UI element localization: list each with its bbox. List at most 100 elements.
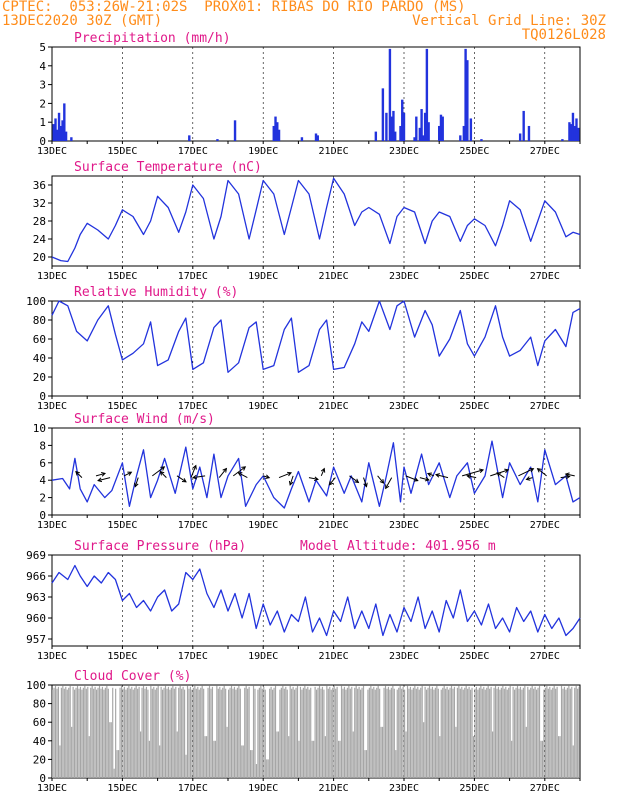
cloud-bar [299,686,302,778]
precip-bar [571,112,575,141]
cloud-bar [386,688,388,778]
cloud-bar [421,685,423,778]
x-tick-label: 17DEC [178,783,208,794]
x-tick-label: 21DEC [319,520,349,531]
precip-bar [64,131,68,141]
cloud-bar [371,688,373,778]
x-tick-label: 25DEC [459,401,489,412]
x-tick-label: 25DEC [459,520,489,531]
cloud-bar [200,687,202,778]
y-tick-label: 40 [33,735,46,748]
cloud-bar [208,685,211,778]
cloud-bar [310,687,312,778]
cloud-bar [563,686,566,778]
cloud-bar [157,685,159,778]
cloud-bar [211,686,214,778]
cloud-bar [496,688,498,778]
precip-bar [392,110,395,141]
cloud-bar [145,686,148,778]
cloud-bar [257,689,259,778]
cloud-bar [217,688,219,778]
x-tick-label: 27DEC [530,520,560,531]
cloud-bar [53,687,55,778]
cloud-bar [336,686,338,778]
cloud-bar [276,731,278,778]
precip-bar [401,99,404,141]
cloud-bar [393,688,395,778]
wind-arrow [278,472,292,479]
precip-bar [216,139,219,141]
cloud-bar [135,685,137,778]
precip-bar [394,131,397,141]
panel-5: 957 960 963 966 969 13DEC 15DEC 17DEC 19DEC 21DEC… [26,539,581,662]
wind-arrow-head [466,474,472,479]
cloud-bar [294,689,296,778]
cloud-bar [85,688,87,778]
cloud-bar [512,686,514,778]
wind-arrow-head [100,472,107,477]
cloud-bar [543,689,545,778]
wind-arrow-head [479,468,485,474]
cloud-bar [515,687,517,778]
cloud-bar [138,686,140,778]
x-tick-label: 13DEC [37,651,67,662]
wind-arrow-head [379,479,385,484]
cloud-bar [383,687,385,778]
cloud-bar [395,750,397,778]
cloud-bar [440,689,442,778]
cloud-bar [228,689,230,778]
panel-4: 0 2 4 6 8 10 13DEC 15DEC 17DEC 19DEC 21DEC 23DEC 25D… [33,412,581,531]
wind-arrow-head [159,470,165,476]
cloud-bar [486,687,488,778]
cloud-bar [106,685,108,778]
precip-bar [469,118,473,141]
wind-arrow [565,473,575,477]
cloud-bar [160,686,162,778]
cloud-bar [213,740,215,778]
cloud-bar [534,686,536,778]
cloud-bar [123,686,126,778]
cloud-bar [470,689,472,778]
cloud-bar [426,689,428,778]
cloud-bar [198,689,200,778]
cloud-bar [455,726,457,778]
cloud-bar [571,686,573,778]
cloud-bar [258,687,260,778]
x-tick-label: 25DEC [459,783,489,794]
cloud-bar [524,685,526,778]
x-tick-label: 23DEC [389,271,419,282]
cloud-bar [317,687,319,778]
cloud-bar [128,685,130,778]
cloud-bar [568,685,570,778]
cloud-bar [503,688,505,778]
cloud-bar [226,726,228,778]
wind-arrow-head [160,466,166,471]
precip-bar [54,118,57,141]
cloud-bar [79,686,82,778]
cloud-bar [94,686,96,778]
cloud-bar [472,736,475,778]
cloud-bar [480,685,482,778]
cloud-bar [206,736,208,778]
wind-arrow [190,465,197,478]
precip-bar [56,129,59,141]
cloud-bar [98,685,101,778]
cloud-bar [78,688,80,778]
wind-arrow [160,471,167,478]
cloud-bar [446,686,448,778]
wind-arrow-head [496,472,502,477]
x-tick-label: 21DEC [319,783,349,794]
wind-arrow-head [237,472,243,477]
wind-arrow-head [320,467,326,473]
x-tick-label: 19DEC [248,401,278,412]
cloud-bar [279,689,281,778]
cloud-bar [348,685,350,778]
cloud-bar [103,689,105,778]
cloud-bar [536,689,538,778]
precip-bar [300,137,304,141]
wind-arrow [193,475,206,479]
cloud-bar [230,685,233,778]
cloud-bar [263,686,265,778]
wind-arrow [518,468,534,477]
y-tick-label: 80 [33,314,46,327]
